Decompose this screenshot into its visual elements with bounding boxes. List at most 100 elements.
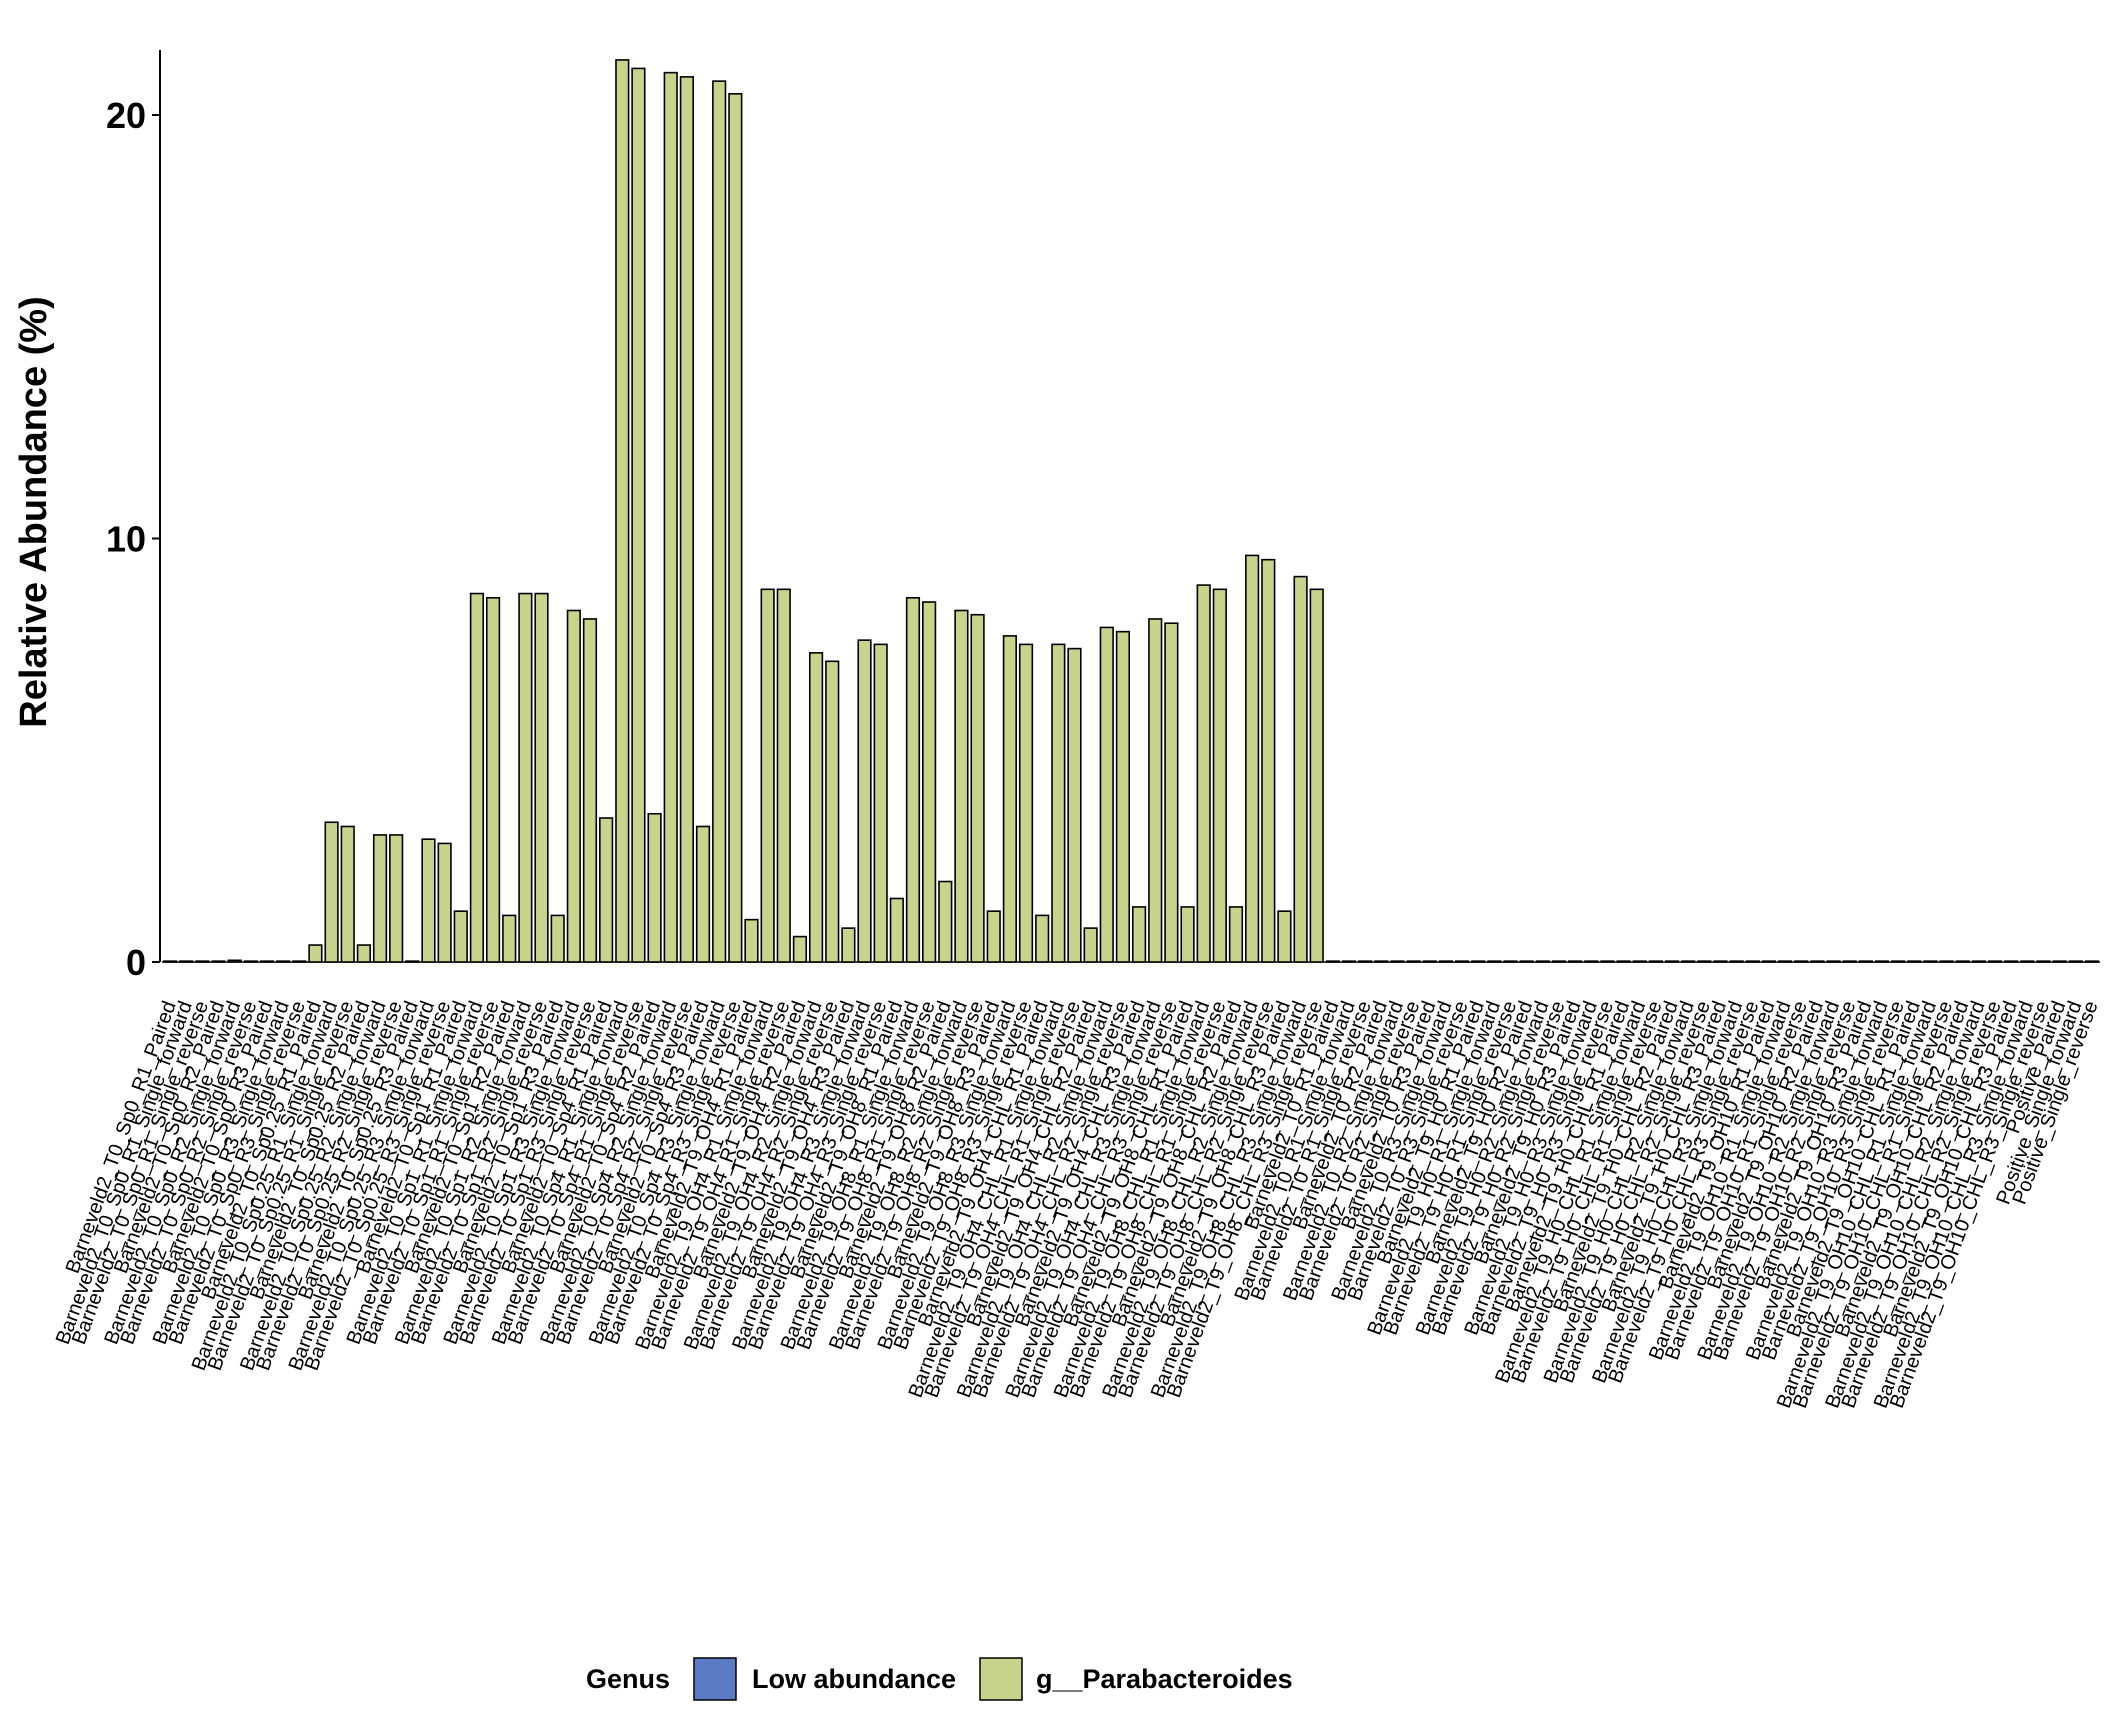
bar [1681,960,1696,963]
bar [647,812,662,963]
bar [1422,960,1437,963]
bar [1761,960,1777,963]
bar [1261,558,1276,963]
bar [1584,960,1599,963]
bar [1616,960,1631,963]
bar [276,960,291,963]
legend-label-parabacteroides: g__Parabacteroides [1036,1664,1293,1694]
bar [1099,626,1114,963]
bar [162,960,178,963]
bar [1858,960,1873,963]
bar [986,910,1001,963]
bar [760,588,775,963]
bar [1164,622,1179,963]
x-axis-labels: Barneveld2_T0_Sp0_R1_PairedBarneveld2_T0… [52,998,2103,1411]
bar [2004,960,2019,963]
bar [582,618,598,963]
bar [1131,906,1147,963]
bar [1309,588,1324,963]
bar [1390,960,1405,963]
bar [1955,960,1970,963]
bar [1891,960,1906,963]
bar [776,588,791,963]
bar [712,80,727,963]
bar [1115,630,1131,963]
bar [1471,960,1486,963]
bar [1842,960,1857,963]
bar [1358,960,1373,963]
bar [1810,960,1825,963]
bar [421,838,436,963]
bar [1939,960,1954,963]
bar [1180,906,1195,963]
bar [1648,960,1663,963]
bar [1228,906,1244,963]
bar [615,59,630,963]
legend: Genus Low abundance g__Parabacteroides [586,1657,1293,1701]
bar [1083,927,1098,963]
bar [938,880,953,963]
bar [437,842,452,963]
bar [679,76,694,963]
bar [599,817,614,963]
bar [857,639,872,963]
bar [518,592,533,963]
bar [2020,960,2035,963]
bar [1245,554,1260,963]
bar [1325,960,1340,963]
bar [1729,960,1744,963]
bar [1002,635,1017,963]
bar [1293,575,1308,963]
bar [2036,960,2051,963]
bar [259,960,275,963]
y-axis-ticks: 0 10 20 [106,95,160,983]
bar [792,935,808,963]
legend-title: Genus [586,1664,670,1694]
bar [179,960,194,963]
bar [695,825,711,963]
bar [889,897,904,963]
bar [1971,960,1986,963]
bar [1212,588,1227,963]
bar [453,910,468,963]
bar [922,601,937,963]
bar [663,71,678,963]
bar [1777,960,1793,963]
bar [356,944,371,963]
bar [469,592,485,963]
bar [227,959,242,963]
bar [744,918,759,963]
bar [195,960,210,963]
bar [873,643,888,963]
bar [841,927,856,963]
bar [2052,960,2067,963]
bar [1341,960,1357,963]
bar [728,93,743,963]
bar [292,960,307,963]
bar [808,652,824,963]
bar [1035,914,1050,963]
y-tick-label: 20 [106,95,146,136]
bar [566,609,581,963]
bar [1503,960,1518,963]
y-tick-label: 0 [126,942,146,983]
bar [389,834,404,963]
bar [2084,960,2100,963]
bar [1874,960,1890,963]
bar [1794,960,1809,963]
bar [1745,960,1760,963]
bar [1923,960,1938,963]
bar [502,914,517,963]
bar [954,609,969,963]
bar [372,834,388,963]
bar [1713,960,1728,963]
bar [1148,618,1163,963]
legend-swatch-low-abundance [693,1657,737,1701]
bar [485,596,501,963]
bar [1664,960,1680,963]
bar [1551,960,1567,963]
bar [405,960,420,963]
bar [631,67,646,963]
bars-group [162,59,2100,963]
